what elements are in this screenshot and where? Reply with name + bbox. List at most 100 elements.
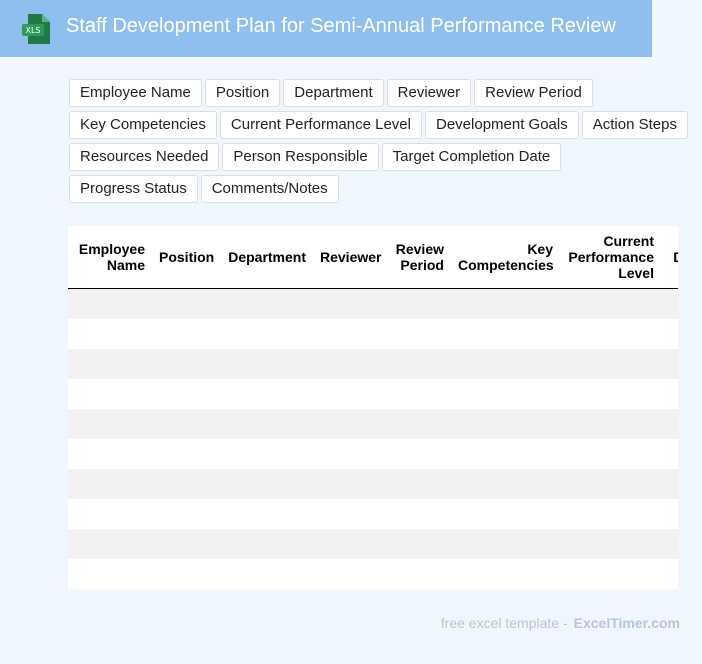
table-row	[68, 319, 678, 349]
field-chip[interactable]: Reviewer	[386, 79, 472, 107]
table-body	[68, 288, 678, 590]
table-cell	[661, 349, 678, 379]
icon-label: XLS	[25, 26, 40, 35]
table-cell	[661, 499, 678, 529]
table-row	[68, 439, 678, 469]
field-chip[interactable]: Key Competencies	[69, 111, 217, 139]
table-container: Employee Name Position Department Reviewer R…	[68, 226, 678, 589]
table-cell	[313, 379, 388, 409]
field-chip[interactable]: Position	[204, 79, 281, 107]
table-cell	[68, 469, 152, 499]
table-cell	[221, 349, 313, 379]
field-list: Employee Name Position Department Reviewer R…	[69, 79, 689, 203]
table-cell	[388, 499, 451, 529]
table-cell	[313, 469, 388, 499]
table-cell	[451, 349, 560, 379]
table-cell	[152, 529, 221, 559]
table-cell	[68, 319, 152, 349]
table-cell	[388, 288, 451, 319]
table-cell	[221, 409, 313, 439]
table-cell	[560, 439, 661, 469]
table-cell	[68, 559, 152, 589]
table-cell	[661, 529, 678, 559]
table-cell	[221, 529, 313, 559]
table-cell	[388, 349, 451, 379]
table-cell	[221, 319, 313, 349]
field-chip[interactable]: Progress Status	[69, 175, 198, 203]
table-cell	[560, 499, 661, 529]
table-cell	[560, 319, 661, 349]
table-cell	[388, 439, 451, 469]
table-cell	[68, 529, 152, 559]
table-cell	[661, 379, 678, 409]
table-cell	[388, 559, 451, 589]
field-chip[interactable]: Review Period	[474, 79, 593, 107]
field-chip[interactable]: Person Responsible	[222, 143, 379, 171]
footer-text: free excel template -	[440, 615, 568, 631]
column-header: Current Performance Level	[560, 226, 661, 289]
table-cell	[560, 529, 661, 559]
field-chip[interactable]: Department	[283, 79, 384, 107]
field-chip[interactable]: Employee Name	[69, 79, 202, 107]
table-cell	[661, 559, 678, 589]
column-header: Key Competencies	[451, 226, 560, 289]
table-cell	[313, 409, 388, 439]
table-cell	[560, 349, 661, 379]
field-chip[interactable]: Target Completion Date	[381, 143, 562, 171]
table-row	[68, 469, 678, 499]
table-cell	[221, 469, 313, 499]
table-cell	[560, 469, 661, 499]
header: XLS Staff Development Plan for Semi-Annu…	[0, 0, 652, 57]
footer-brand[interactable]: ExcelTimer.com	[573, 615, 680, 631]
table-cell	[560, 559, 661, 589]
table-cell	[152, 499, 221, 529]
table-cell	[661, 469, 678, 499]
table-cell	[221, 288, 313, 319]
table-row	[68, 559, 678, 589]
table: Employee Name Position Department Reviewer R…	[68, 226, 678, 589]
table-cell	[221, 559, 313, 589]
table-cell	[68, 288, 152, 319]
field-chip[interactable]: Comments/Notes	[200, 175, 339, 203]
field-chip[interactable]: Current Performance Level	[219, 111, 422, 139]
table-cell	[661, 319, 678, 349]
table-cell	[221, 439, 313, 469]
table-cell	[388, 409, 451, 439]
table-row	[68, 288, 678, 319]
table-cell	[68, 349, 152, 379]
table-cell	[451, 529, 560, 559]
table-cell	[388, 319, 451, 349]
column-header: Development Goals	[661, 226, 678, 289]
table-cell	[152, 439, 221, 469]
table-cell	[313, 349, 388, 379]
table-cell	[451, 379, 560, 409]
table-cell	[68, 499, 152, 529]
table-cell	[388, 529, 451, 559]
field-chip[interactable]: Development Goals	[425, 111, 579, 139]
table-cell	[560, 379, 661, 409]
table-cell	[152, 319, 221, 349]
table-cell	[661, 439, 678, 469]
table-cell	[313, 288, 388, 319]
table-cell	[152, 379, 221, 409]
table-cell	[221, 379, 313, 409]
table-cell	[560, 288, 661, 319]
table-row	[68, 379, 678, 409]
table-cell	[313, 439, 388, 469]
table-row	[68, 409, 678, 439]
table-cell	[68, 439, 152, 469]
table-cell	[388, 379, 451, 409]
table-row	[68, 499, 678, 529]
column-header: Review Period	[388, 226, 451, 289]
field-chip[interactable]: Resources Needed	[69, 143, 220, 171]
table-cell	[388, 469, 451, 499]
table-cell	[152, 559, 221, 589]
table-cell	[68, 409, 152, 439]
table-cell	[313, 559, 388, 589]
table-cell	[152, 469, 221, 499]
column-header: Employee Name	[68, 226, 152, 289]
column-header: Position	[152, 226, 221, 289]
field-chip[interactable]: Action Steps	[581, 111, 688, 139]
table-cell	[313, 319, 388, 349]
